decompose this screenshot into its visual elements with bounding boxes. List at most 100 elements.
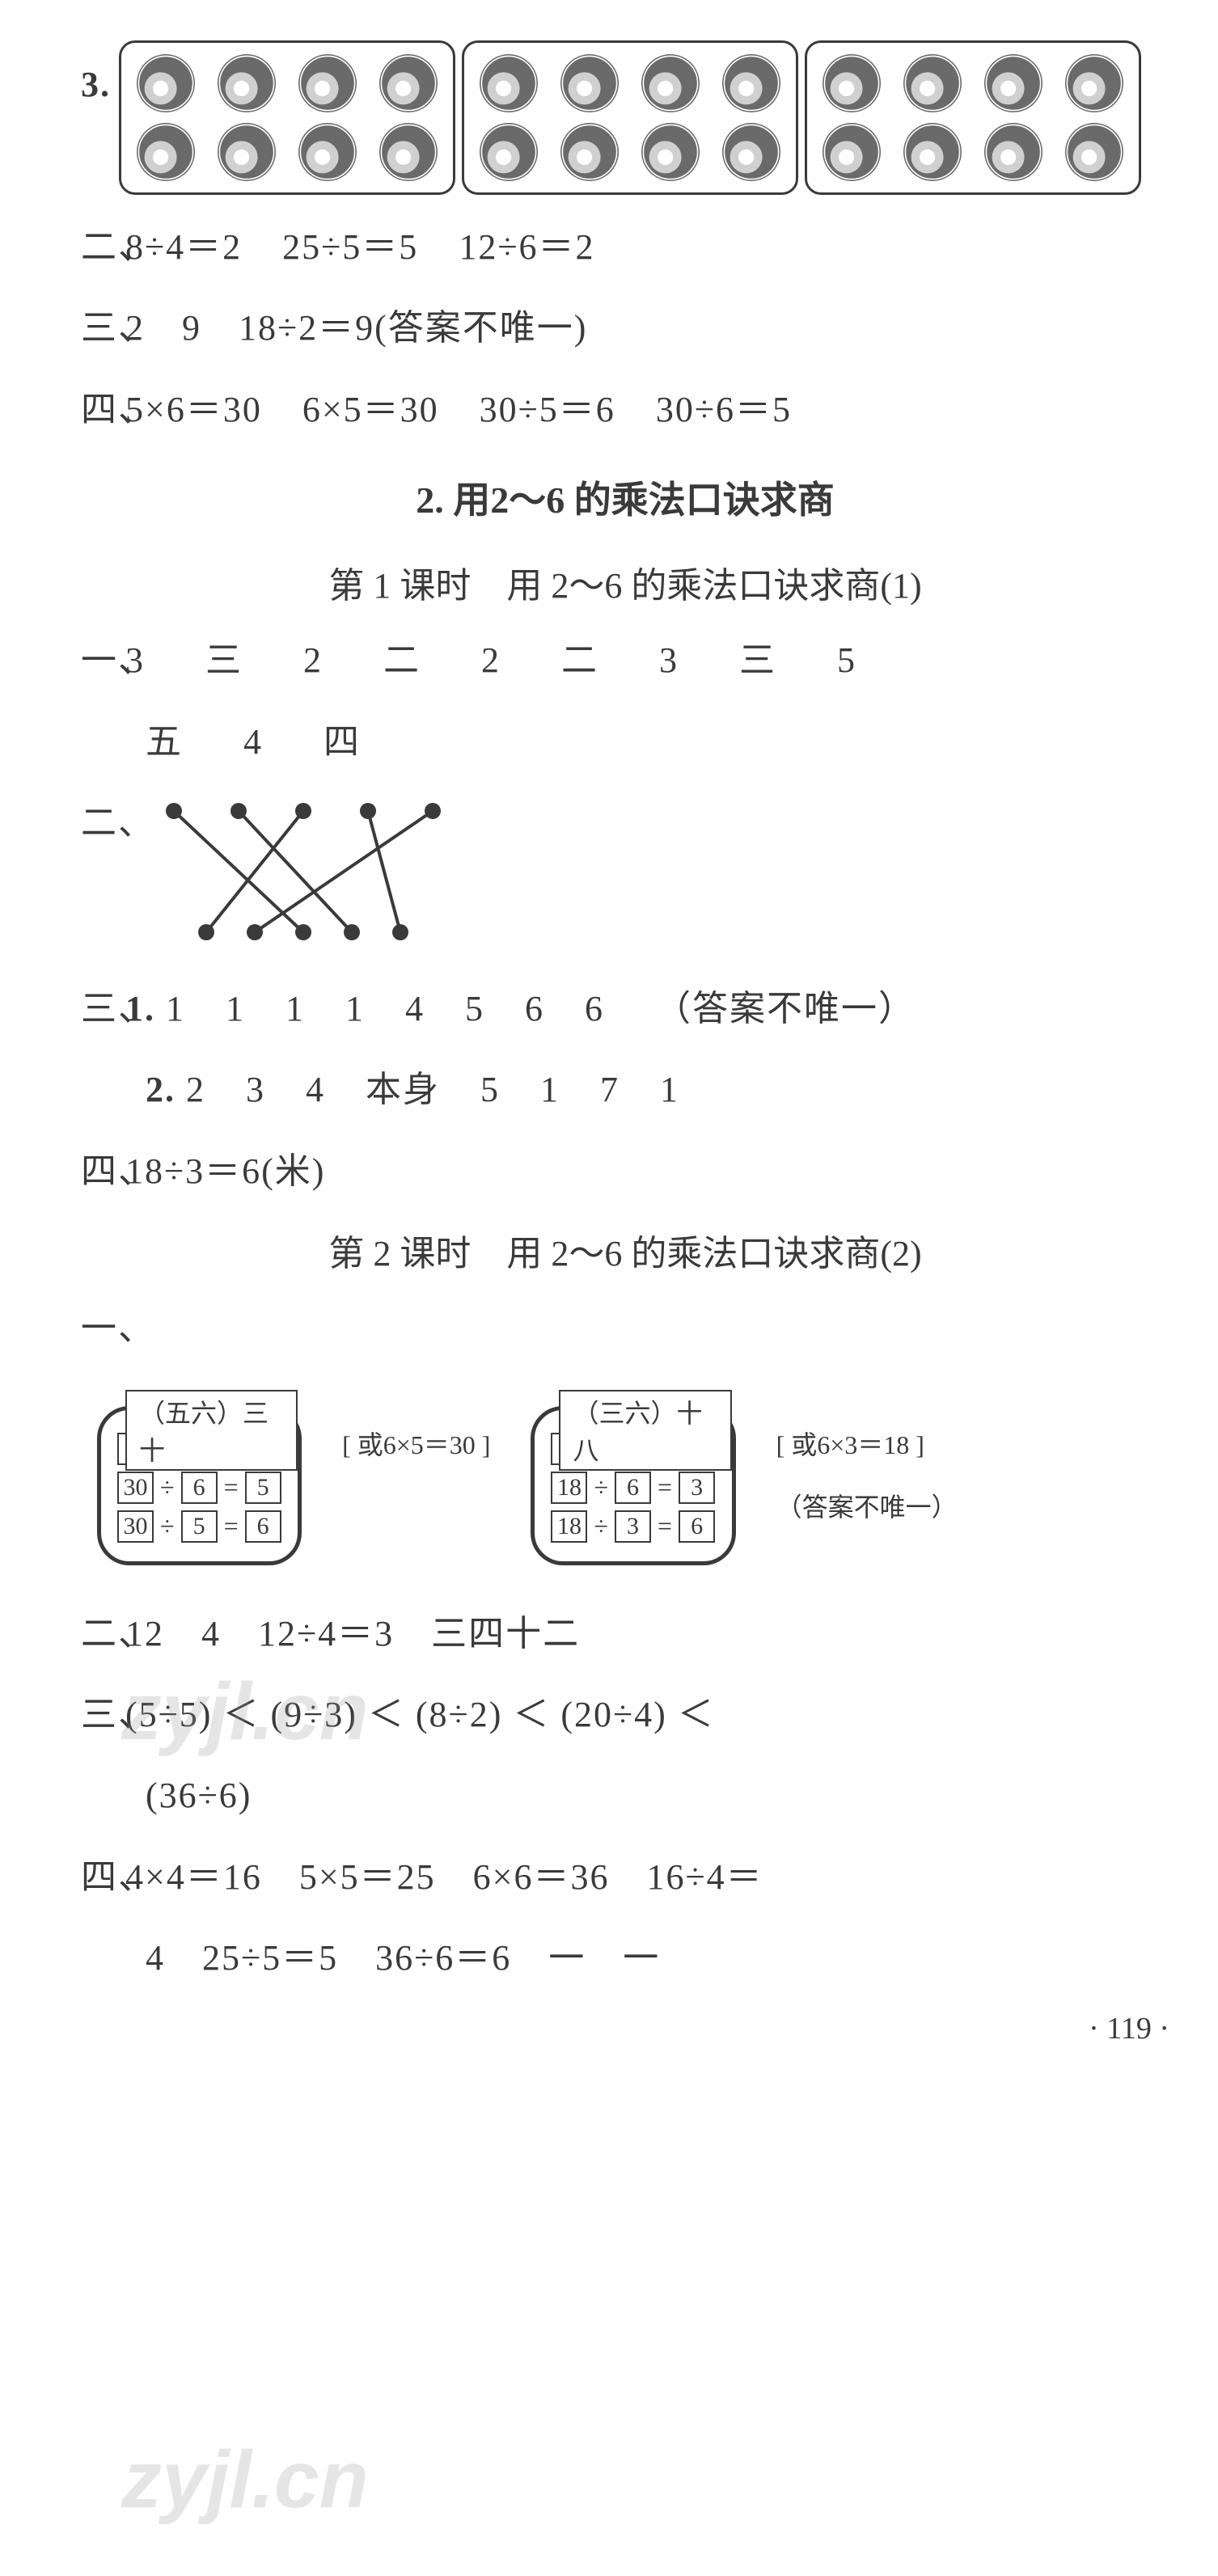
lesson2-q4-text1: 4×4＝16 5×5＝25 6×6＝36 16÷4＝ bbox=[125, 1857, 763, 1897]
lesson2-q3-prefix: 三、 bbox=[81, 1687, 125, 1743]
fact-cell: 18 bbox=[551, 1510, 587, 1543]
answer-item: 25÷5＝5 bbox=[282, 227, 418, 267]
fact-cell: 6 bbox=[615, 1472, 651, 1504]
lesson1-q3-row1: 三、1. 11114566 （答案不唯一） bbox=[81, 981, 1169, 1037]
fact-box-2-side1: [ 或6×3＝18 ] bbox=[776, 1422, 958, 1469]
answer-item: 1 bbox=[660, 1070, 679, 1109]
fact-box-1-label: （五六）三十 bbox=[125, 1390, 298, 1471]
answer-section-4: 四、5×6＝306×5＝3030÷5＝630÷6＝5 bbox=[81, 382, 1169, 438]
lesson2-q1-prefix-row: 一、 bbox=[81, 1300, 1169, 1357]
fact-box-1-side-text: [ 或6×5＝30 ] bbox=[342, 1430, 490, 1459]
answer-item: 5 bbox=[480, 1070, 500, 1109]
fact-cell: 30 bbox=[117, 1510, 154, 1543]
answer-item: 6 bbox=[585, 989, 604, 1028]
lesson1-q2-prefix: 二、 bbox=[81, 795, 125, 851]
lesson2-q4-prefix: 四、 bbox=[81, 1849, 125, 1906]
answer-item: 4 bbox=[306, 1070, 325, 1109]
fact-operator: = bbox=[224, 1511, 239, 1541]
lesson1-q3-p1-note: （答案不唯一） bbox=[655, 989, 916, 1028]
answer-item: 1 bbox=[166, 989, 185, 1028]
answer-section-3: 三、2 9 18÷2＝9(答案不唯一) bbox=[81, 300, 1169, 357]
answer-item: 四 bbox=[324, 722, 361, 762]
lesson1-q3-row2: 2. 234本身5171 bbox=[81, 1062, 1169, 1118]
fact-box-1: （五六）三十 5×6=3030÷6=530÷5=6 bbox=[97, 1406, 302, 1565]
answer-item: 2 bbox=[481, 640, 501, 680]
section-3-text: 2 9 18÷2＝9(答案不唯一) bbox=[125, 308, 587, 348]
lesson2-q3-text1: (5÷5) ＜ (9÷3) ＜ (8÷2) ＜ (20÷4) ＜ bbox=[125, 1695, 715, 1734]
fact-row: 30÷6=5 bbox=[117, 1472, 281, 1504]
answer-item: 2 bbox=[186, 1070, 205, 1109]
lesson2-q4-row1: 四、4×4＝16 5×5＝25 6×6＝36 16÷4＝ bbox=[81, 1849, 1169, 1906]
fact-cell: 5 bbox=[245, 1472, 281, 1504]
donut-box bbox=[805, 40, 1141, 195]
lesson1-q1-prefix: 一、 bbox=[81, 632, 125, 689]
fact-cell: 5 bbox=[181, 1510, 218, 1543]
lesson1-q3-p2-items: 234本身5171 bbox=[186, 1070, 720, 1109]
lesson2-q4-row2: 4 25÷5＝5 36÷6＝6 一 一 bbox=[81, 1930, 1169, 1987]
lesson2-q2-row: 二、12 4 12÷4＝3 三四十二 bbox=[81, 1606, 1169, 1662]
lesson-2-title: 第 2 课时 用 2～6 的乘法口诀求商(2) bbox=[81, 1224, 1169, 1276]
section-2-title: 2. 用2～6 的乘法口诀求商 bbox=[81, 471, 1169, 524]
lesson2-q1-prefix: 一、 bbox=[81, 1300, 125, 1357]
lesson1-q3-p1-items: 11114566 bbox=[166, 989, 645, 1028]
fact-cell: 30 bbox=[117, 1472, 154, 1504]
fact-box-1-side: [ 或6×5＝30 ] bbox=[342, 1422, 490, 1469]
question-3-row: 3. bbox=[81, 40, 1169, 195]
donut-box bbox=[119, 40, 455, 195]
answer-item: 12÷6＝2 bbox=[459, 227, 594, 267]
answer-item: 5×6＝30 bbox=[125, 390, 262, 429]
lesson1-q1-row1: 一、3三2二2二3三5 bbox=[81, 632, 1169, 689]
page-number: · 119 · bbox=[81, 2011, 1169, 2046]
answer-item: 1 bbox=[345, 989, 365, 1028]
fact-row: 30÷5=6 bbox=[117, 1510, 281, 1543]
fact-cell: 6 bbox=[181, 1472, 218, 1504]
fact-operator: ÷ bbox=[594, 1511, 608, 1541]
answer-item: 三 bbox=[205, 640, 243, 680]
answer-item: 2 bbox=[303, 640, 323, 680]
lesson1-q4-row: 四、18÷3＝6(米) bbox=[81, 1143, 1169, 1200]
matching-diagram bbox=[142, 795, 465, 956]
lesson1-q3-prefix: 三、 bbox=[81, 981, 125, 1037]
fact-operator: = bbox=[658, 1511, 672, 1541]
question-3-label: 3. bbox=[81, 57, 111, 113]
section-4-prefix: 四、 bbox=[81, 382, 125, 438]
watermark-2: zyjl.cn bbox=[121, 2434, 369, 2527]
lesson2-q2-text: 12 4 12÷4＝3 三四十二 bbox=[125, 1614, 580, 1653]
fact-cell: 6 bbox=[679, 1510, 715, 1543]
section-3-prefix: 三、 bbox=[81, 300, 125, 357]
lesson1-q1-items2: 五 4 四 bbox=[146, 722, 421, 762]
fact-cell: 6 bbox=[245, 1510, 281, 1543]
lesson2-q4-text2: 4 25÷5＝5 36÷6＝6 一 一 bbox=[146, 1938, 660, 1978]
fact-operator: = bbox=[658, 1472, 672, 1502]
lesson1-q1-items1: 3三2二2二3三5 bbox=[125, 640, 917, 680]
answer-item: 本身 bbox=[366, 1070, 440, 1109]
fact-box-2-side: [ 或6×3＝18 ] （答案不唯一） bbox=[776, 1422, 958, 1531]
fact-box-2-label: （三六）十八 bbox=[559, 1390, 731, 1471]
donut-box bbox=[462, 40, 798, 195]
section-4-items: 5×6＝306×5＝3030÷5＝630÷6＝5 bbox=[125, 390, 832, 429]
lesson1-q3-p1-label: 1. bbox=[125, 989, 155, 1028]
lesson1-q3-p2-label: 2. bbox=[146, 1070, 176, 1109]
answer-item: 1 bbox=[285, 989, 305, 1028]
answer-item: 6×5＝30 bbox=[302, 390, 439, 429]
fact-operator: ÷ bbox=[160, 1472, 175, 1502]
fact-row: 18÷6=3 bbox=[551, 1472, 715, 1504]
answer-item: 3 bbox=[246, 1070, 265, 1109]
answer-item: 5 bbox=[465, 989, 484, 1028]
fact-operator: ÷ bbox=[160, 1511, 175, 1541]
answer-item: 4 bbox=[405, 989, 425, 1028]
fact-cell: 3 bbox=[679, 1472, 715, 1504]
section-2-prefix: 二、 bbox=[81, 219, 125, 276]
answer-item: 二 bbox=[383, 640, 421, 680]
fact-row: 18÷3=6 bbox=[551, 1510, 715, 1543]
answer-item: 30÷6＝5 bbox=[656, 390, 792, 429]
answer-item: 7 bbox=[600, 1070, 620, 1109]
answer-item: 二 bbox=[561, 640, 598, 680]
answer-item: 4 bbox=[243, 722, 263, 762]
section-2-items: 8÷4＝225÷5＝512÷6＝2 bbox=[125, 227, 635, 267]
fact-operator: = bbox=[224, 1472, 239, 1502]
lesson2-q3-row2: (36÷6) bbox=[81, 1767, 1169, 1824]
answer-item: 五 bbox=[146, 722, 183, 762]
fact-cell: 18 bbox=[551, 1472, 587, 1504]
fact-cell: 3 bbox=[615, 1510, 651, 1543]
